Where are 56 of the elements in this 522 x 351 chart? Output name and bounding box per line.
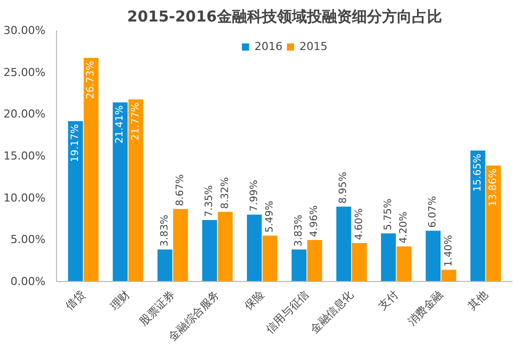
bar bbox=[218, 212, 233, 282]
data-label: 7.35% bbox=[204, 185, 216, 218]
data-label: 26.73% bbox=[86, 60, 97, 99]
bar bbox=[157, 249, 172, 282]
bar bbox=[128, 99, 144, 282]
bar bbox=[68, 121, 83, 282]
bar bbox=[112, 102, 128, 282]
data-label: 5.75% bbox=[382, 198, 394, 230]
y-tick-label: 5.00% bbox=[10, 233, 46, 246]
x-tick-label: 股票证券 bbox=[137, 288, 178, 328]
x-tick-label: 其他 bbox=[466, 288, 490, 313]
y-tick-label: 10.00% bbox=[4, 191, 46, 204]
bar bbox=[441, 270, 456, 282]
data-label: 1.40% bbox=[443, 235, 454, 267]
bar bbox=[381, 233, 396, 282]
bar bbox=[336, 206, 352, 282]
legend-label: 2015 bbox=[300, 40, 328, 53]
bar bbox=[470, 150, 486, 282]
x-tick-label: 理财 bbox=[108, 288, 133, 313]
y-tick-label: 30.00% bbox=[4, 24, 46, 37]
y-tick-label: 0.00% bbox=[10, 275, 46, 288]
bar bbox=[426, 230, 441, 282]
data-label: 21.77% bbox=[130, 102, 142, 140]
data-label: 3.83% bbox=[159, 214, 170, 246]
data-label: 8.95% bbox=[338, 172, 350, 204]
bar bbox=[307, 240, 322, 282]
y-tick-label: 20.00% bbox=[4, 108, 46, 121]
data-label: 7.99% bbox=[248, 180, 260, 212]
y-tick-label: 25.00% bbox=[4, 66, 46, 79]
data-label: 8.67% bbox=[175, 174, 186, 206]
bar bbox=[486, 166, 501, 282]
x-tick-label: 借贷 bbox=[63, 288, 88, 313]
data-label: 13.86% bbox=[488, 168, 499, 207]
data-label: 15.65% bbox=[472, 154, 484, 192]
bar bbox=[246, 214, 262, 282]
y-tick-label: 15.00% bbox=[4, 150, 46, 162]
chart-title: 2015-2016金融科技领域投融资细分方向占比 bbox=[127, 8, 442, 26]
bar bbox=[292, 249, 306, 282]
data-label: 21.41% bbox=[114, 105, 126, 144]
bar bbox=[173, 208, 188, 282]
x-tick-label: 支付 bbox=[376, 288, 401, 313]
bar bbox=[352, 243, 367, 282]
data-label: 5.49% bbox=[264, 200, 276, 233]
x-tick-label: 消费金融 bbox=[405, 288, 446, 328]
data-label: 6.07% bbox=[428, 196, 439, 228]
bar bbox=[396, 246, 412, 282]
bar bbox=[202, 220, 218, 282]
legend-label: 2016 bbox=[254, 40, 282, 53]
data-label: 19.17% bbox=[70, 124, 81, 162]
data-label: 8.32% bbox=[220, 177, 231, 209]
data-label: 3.83% bbox=[294, 214, 305, 246]
data-label: 4.20% bbox=[398, 212, 410, 244]
bar bbox=[262, 236, 278, 282]
bar bbox=[84, 58, 99, 282]
data-label: 4.60% bbox=[354, 208, 365, 240]
data-label: 4.96% bbox=[309, 205, 320, 237]
